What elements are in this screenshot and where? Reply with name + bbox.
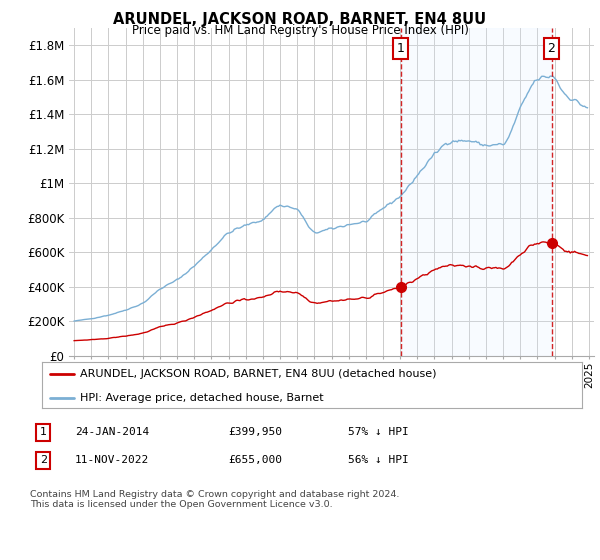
- Text: 2: 2: [548, 42, 556, 55]
- Text: 57% ↓ HPI: 57% ↓ HPI: [348, 427, 409, 437]
- Text: ARUNDEL, JACKSON ROAD, BARNET, EN4 8UU (detached house): ARUNDEL, JACKSON ROAD, BARNET, EN4 8UU (…: [80, 369, 436, 379]
- Text: 1: 1: [40, 427, 47, 437]
- Text: 1: 1: [397, 42, 404, 55]
- Bar: [401, 28, 553, 356]
- Text: £655,000: £655,000: [228, 455, 282, 465]
- Text: £399,950: £399,950: [228, 427, 282, 437]
- Text: HPI: Average price, detached house, Barnet: HPI: Average price, detached house, Barn…: [80, 393, 323, 403]
- Text: Price paid vs. HM Land Registry's House Price Index (HPI): Price paid vs. HM Land Registry's House …: [131, 24, 469, 37]
- Text: Contains HM Land Registry data © Crown copyright and database right 2024.
This d: Contains HM Land Registry data © Crown c…: [30, 490, 400, 510]
- Text: ARUNDEL, JACKSON ROAD, BARNET, EN4 8UU: ARUNDEL, JACKSON ROAD, BARNET, EN4 8UU: [113, 12, 487, 27]
- Text: 2: 2: [40, 455, 47, 465]
- Text: 56% ↓ HPI: 56% ↓ HPI: [348, 455, 409, 465]
- Text: 24-JAN-2014: 24-JAN-2014: [75, 427, 149, 437]
- Text: 11-NOV-2022: 11-NOV-2022: [75, 455, 149, 465]
